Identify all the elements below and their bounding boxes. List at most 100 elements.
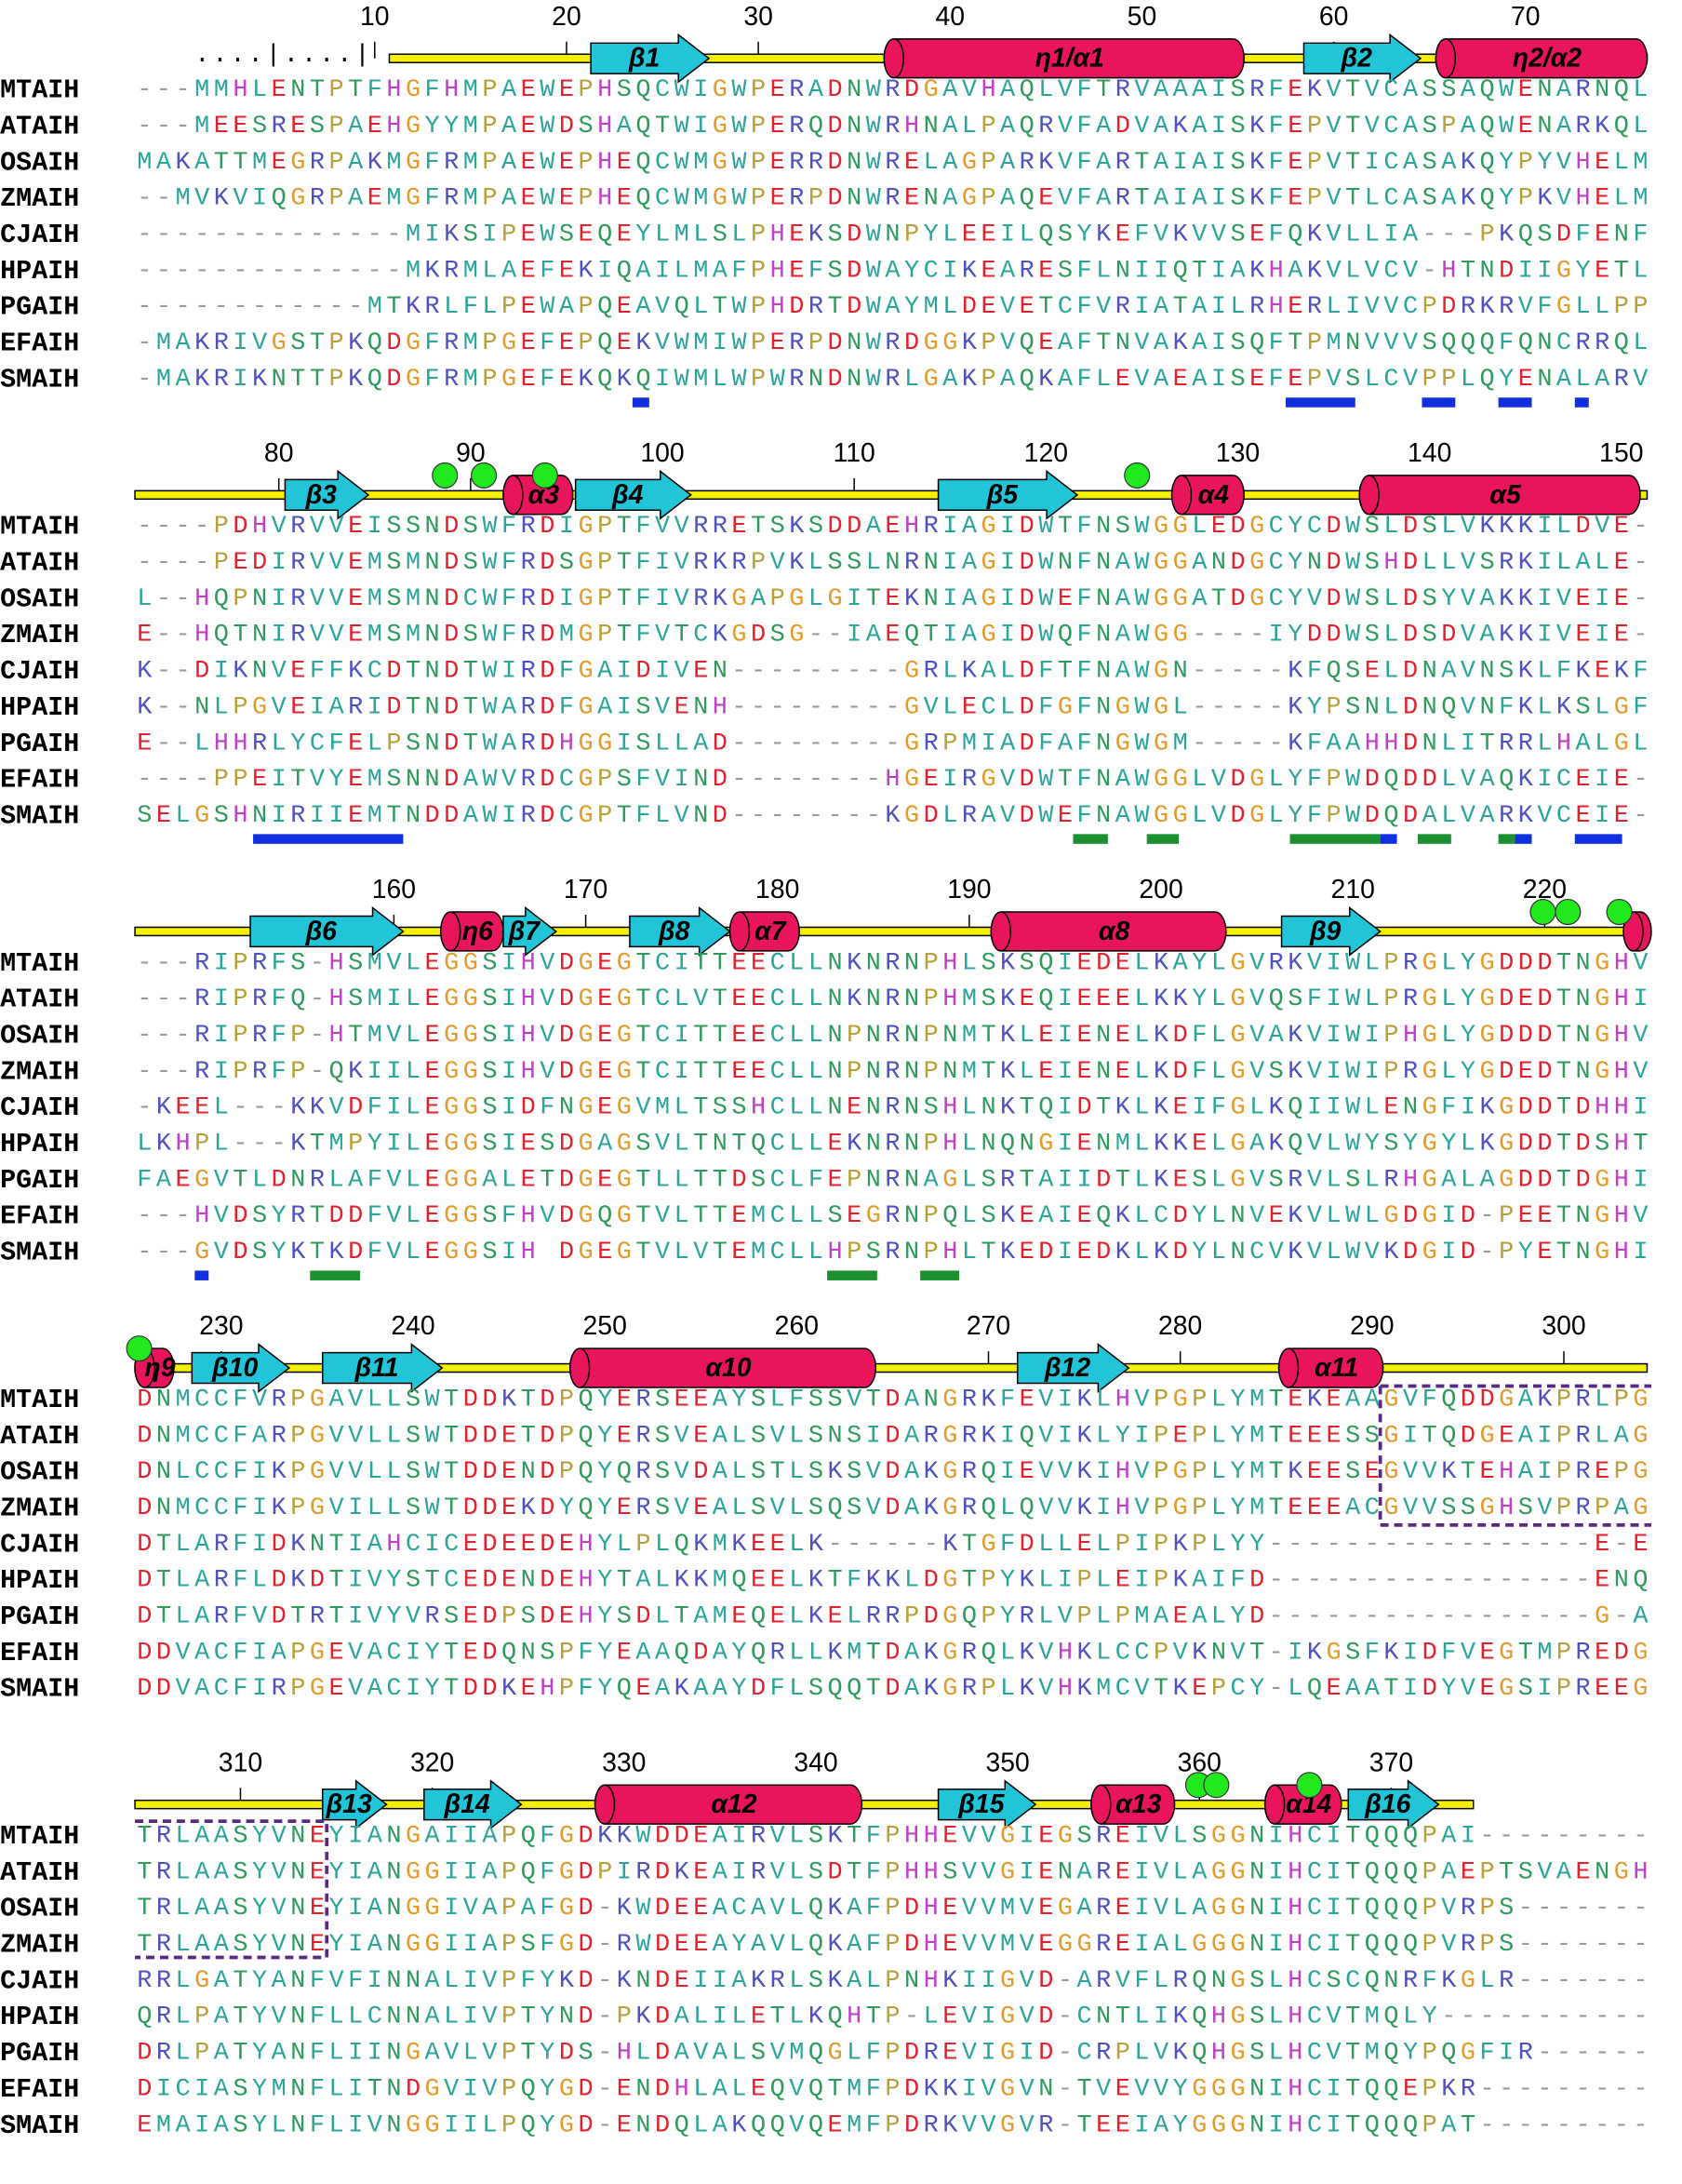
sequence-name: ATAIH	[0, 1857, 79, 1888]
sequence-name: OSAIH	[0, 147, 79, 178]
structure-label: η1/α1	[1035, 44, 1104, 74]
ruler-number: 120	[1024, 438, 1068, 468]
structure-label: β1	[628, 44, 660, 74]
structure-label: η6	[462, 917, 493, 946]
sequence-name: ZMAIH	[0, 620, 79, 650]
sequence-name: CJAIH	[0, 1529, 79, 1560]
contact-marker	[1529, 898, 1556, 926]
contact-marker	[531, 462, 558, 489]
sequence-name: SMAIH	[0, 1238, 79, 1268]
structure-label: α5	[1489, 480, 1522, 510]
ruler-number: 200	[1139, 875, 1182, 904]
structure-track	[134, 489, 1649, 501]
site-bar	[1574, 397, 1589, 408]
structure-label: α11	[1315, 1353, 1358, 1383]
site-bar	[1498, 834, 1515, 844]
beta-strand	[629, 906, 731, 957]
sequence-name: OSAIH	[0, 1020, 79, 1051]
beta-strand	[284, 469, 370, 520]
structure-label: β11	[354, 1353, 398, 1383]
sequence-name: CJAIH	[0, 1092, 79, 1123]
sequence-name: SMAIH	[0, 364, 79, 395]
structure-label: β14	[444, 1789, 490, 1819]
helix-end	[1622, 911, 1644, 952]
sequence-name: EFAIH	[0, 328, 79, 359]
site-bar	[310, 1270, 361, 1280]
sequence-name: PGAIH	[0, 729, 79, 759]
structure-label: α12	[711, 1789, 756, 1819]
helix-end	[568, 1347, 591, 1388]
beta-strand	[1016, 1343, 1130, 1393]
ruler-number: 100	[640, 438, 684, 468]
beta-strand	[590, 33, 711, 84]
ruler-number: 20	[552, 2, 581, 32]
ruler-number: 270	[967, 1311, 1010, 1341]
ruler-number: 180	[755, 875, 799, 904]
sequence-name: SMAIH	[0, 800, 79, 831]
contact-marker	[126, 1335, 153, 1362]
helix-end	[990, 911, 1012, 952]
helix-end	[883, 38, 904, 79]
site-bar	[253, 834, 404, 844]
sequence-name: EFAIH	[0, 1201, 79, 1232]
contact-marker	[471, 462, 498, 489]
ruler-number: 290	[1350, 1311, 1394, 1341]
ruler-number: 300	[1542, 1311, 1585, 1341]
sequence-name: CJAIH	[0, 220, 79, 250]
beta-strand	[574, 469, 692, 520]
site-bar	[1498, 397, 1532, 408]
sequence-name: HPAIH	[0, 1129, 79, 1159]
ruler-number: 110	[834, 438, 875, 468]
ruler-number: 50	[1128, 2, 1157, 32]
structure-label: β4	[611, 480, 644, 510]
sequence-name: EFAIH	[0, 765, 79, 796]
sequence-name: ATAIH	[0, 985, 79, 1015]
helix-end	[1277, 1347, 1300, 1388]
ruler-number: 80	[264, 438, 294, 468]
ruler-number: 190	[947, 875, 991, 904]
sequence-name: OSAIH	[0, 1894, 79, 1924]
contact-marker	[1203, 1772, 1230, 1799]
structure-label: α13	[1115, 1789, 1161, 1819]
structure-label: α10	[705, 1353, 751, 1383]
sequence-name: SMAIH	[0, 2110, 79, 2141]
ruler-number: 210	[1331, 875, 1375, 904]
structure-label: α7	[754, 917, 787, 946]
structure-label: β6	[305, 917, 338, 946]
ruler-number: 250	[583, 1311, 627, 1341]
helix-end	[439, 911, 461, 952]
helix-end	[502, 475, 524, 516]
helix-end	[594, 1784, 616, 1825]
contact-marker	[1296, 1772, 1323, 1799]
structure-label: α8	[1099, 917, 1130, 946]
beta-strand	[423, 1779, 523, 1830]
structure-label: β15	[957, 1789, 1005, 1819]
beta-strand	[191, 1343, 291, 1393]
ruler-number: 370	[1369, 1748, 1413, 1777]
sequence-name: MTAIH	[0, 1385, 79, 1415]
sequence-name: EFAIH	[0, 1638, 79, 1668]
ruler-number: 230	[199, 1311, 243, 1341]
site-bar	[1574, 834, 1622, 844]
ruler-marks: ....|....|	[194, 42, 372, 70]
structure-label: β8	[658, 917, 690, 946]
ruler-number: 170	[564, 875, 607, 904]
site-bar	[1146, 834, 1180, 844]
beta-strand	[937, 1779, 1037, 1830]
sequence-name: MTAIH	[0, 948, 79, 979]
